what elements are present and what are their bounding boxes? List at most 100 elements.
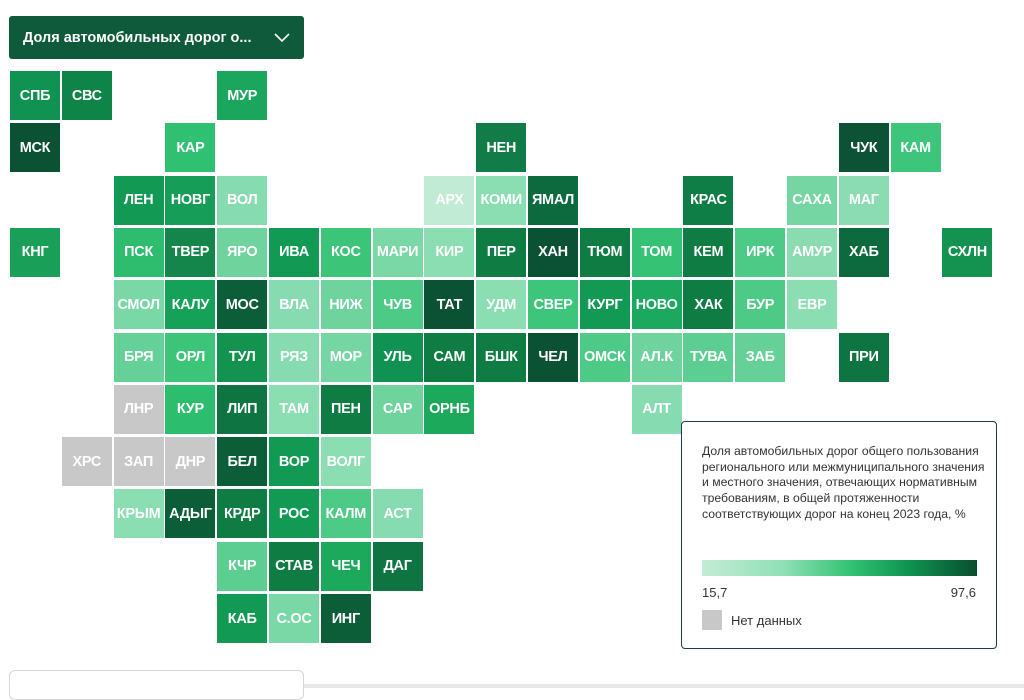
- region-tile[interactable]: ТУЛ: [217, 332, 268, 382]
- region-tile[interactable]: ТВЕР: [165, 227, 216, 277]
- region-tile[interactable]: ЗАП: [113, 437, 164, 487]
- region-tile[interactable]: НИЖ: [320, 280, 371, 330]
- region-tile[interactable]: АЛ.К: [631, 332, 682, 382]
- region-tile[interactable]: СМОЛ: [113, 280, 164, 330]
- region-tile[interactable]: ТОМ: [631, 227, 682, 277]
- region-tile[interactable]: ПЕН: [320, 384, 371, 434]
- region-tile[interactable]: КАМ: [890, 123, 941, 173]
- region-tile[interactable]: САР: [372, 384, 423, 434]
- region-tile[interactable]: МАРИ: [372, 227, 423, 277]
- region-tile[interactable]: РОС: [269, 489, 319, 539]
- region-tile[interactable]: СТАВ: [269, 541, 319, 591]
- region-tile[interactable]: ОРЛ: [165, 332, 216, 382]
- region-tile[interactable]: ЯРО: [217, 227, 268, 277]
- region-tile[interactable]: БШК: [476, 332, 527, 382]
- region-tile[interactable]: ТЮМ: [579, 227, 630, 277]
- region-tile[interactable]: НЕН: [476, 123, 527, 173]
- region-tile[interactable]: УДМ: [476, 280, 527, 330]
- region-tile[interactable]: ДАГ: [372, 541, 423, 591]
- chevron-down-icon: [274, 32, 290, 42]
- indicator-dropdown[interactable]: Доля автомобильных дорог о...: [9, 16, 304, 59]
- region-tile[interactable]: КРЫМ: [113, 489, 164, 539]
- region-tile[interactable]: ИНГ: [320, 594, 371, 643]
- region-tile[interactable]: ПЕР: [476, 227, 527, 277]
- region-tile[interactable]: НОВО: [631, 280, 682, 330]
- region-tile[interactable]: КИР: [424, 227, 475, 277]
- region-tile[interactable]: АДЫГ: [165, 489, 216, 539]
- region-tile[interactable]: УЛЬ: [372, 332, 423, 382]
- region-tile[interactable]: СВС: [61, 71, 112, 120]
- region-tile[interactable]: ПСК: [113, 227, 164, 277]
- region-tile[interactable]: ОРНБ: [424, 384, 475, 434]
- region-tile[interactable]: ДНР: [165, 437, 216, 487]
- region-tile[interactable]: КУРГ: [579, 280, 630, 330]
- region-tile[interactable]: ЧУК: [838, 123, 889, 173]
- legend-panel: Доля автомобильных дорог общего пользова…: [681, 421, 997, 649]
- region-tile[interactable]: САМ: [424, 332, 475, 382]
- region-tile[interactable]: АМУР: [787, 227, 837, 277]
- region-tile[interactable]: ИВА: [269, 227, 319, 277]
- region-tile[interactable]: КУР: [165, 384, 216, 434]
- region-tile[interactable]: ВОЛГ: [320, 437, 371, 487]
- region-tile[interactable]: КОМИ: [476, 175, 527, 225]
- indicator-dropdown-label: Доля автомобильных дорог о...: [23, 29, 252, 46]
- region-tile[interactable]: ВОЛ: [217, 175, 268, 225]
- region-tile[interactable]: ВОР: [269, 437, 319, 487]
- legend-description: Доля автомобильных дорог общего пользова…: [702, 444, 985, 521]
- region-tile[interactable]: САХА: [787, 175, 837, 225]
- region-tile[interactable]: ЧЕЧ: [320, 541, 371, 591]
- region-tile[interactable]: РЯЗ: [269, 332, 319, 382]
- region-tile[interactable]: МОС: [217, 280, 268, 330]
- legend-color-scale: [702, 560, 977, 576]
- region-tile[interactable]: ТАМ: [269, 384, 319, 434]
- region-tile[interactable]: КАБ: [217, 594, 268, 643]
- region-tile[interactable]: МАГ: [838, 175, 889, 225]
- legend-max-value: 97,6: [950, 585, 976, 600]
- region-tile[interactable]: КАЛУ: [165, 280, 216, 330]
- region-tile[interactable]: С.ОС: [269, 594, 319, 643]
- region-tile[interactable]: ТАТ: [424, 280, 475, 330]
- region-tile[interactable]: СВЕР: [528, 280, 578, 330]
- region-tile[interactable]: КОС: [320, 227, 371, 277]
- region-tile[interactable]: ХАБ: [838, 227, 889, 277]
- region-tile[interactable]: СПБ: [10, 71, 60, 120]
- region-tile[interactable]: БУР: [735, 280, 786, 330]
- region-tile[interactable]: ИРК: [735, 227, 786, 277]
- region-tile[interactable]: АСТ: [372, 489, 423, 539]
- region-tile[interactable]: ХРС: [61, 437, 112, 487]
- region-tile[interactable]: ХАН: [528, 227, 578, 277]
- legend-min-value: 15,7: [702, 585, 728, 600]
- region-tile[interactable]: ХАК: [683, 280, 734, 330]
- region-tile[interactable]: ЛИП: [217, 384, 268, 434]
- region-tile[interactable]: ЗАБ: [735, 332, 786, 382]
- secondary-dropdown[interactable]: [9, 670, 304, 700]
- region-tile[interactable]: ЛЕН: [113, 175, 164, 225]
- no-data-swatch: [702, 610, 722, 630]
- region-tile[interactable]: АРХ: [424, 175, 475, 225]
- region-tile[interactable]: КНГ: [10, 227, 60, 277]
- region-tile[interactable]: КЕМ: [683, 227, 734, 277]
- region-tile[interactable]: КАЛМ: [320, 489, 371, 539]
- region-tile[interactable]: ВЛА: [269, 280, 319, 330]
- region-tile[interactable]: ЯМАЛ: [528, 175, 578, 225]
- region-tile[interactable]: ПРИ: [838, 332, 889, 382]
- region-tile[interactable]: ЛНР: [113, 384, 164, 434]
- region-tile[interactable]: МУР: [217, 71, 268, 120]
- region-tile[interactable]: НОВГ: [165, 175, 216, 225]
- region-tile[interactable]: КРАС: [683, 175, 734, 225]
- region-tile[interactable]: СХЛН: [942, 227, 993, 277]
- region-tile[interactable]: МСК: [10, 123, 60, 173]
- region-tile[interactable]: КЧР: [217, 541, 268, 591]
- region-tile[interactable]: БЕЛ: [217, 437, 268, 487]
- region-tile[interactable]: КРДР: [217, 489, 268, 539]
- region-tile[interactable]: БРЯ: [113, 332, 164, 382]
- region-tile[interactable]: АЛТ: [631, 384, 682, 434]
- region-tile[interactable]: КАР: [165, 123, 216, 173]
- region-tile[interactable]: ЧУВ: [372, 280, 423, 330]
- region-tile[interactable]: ЧЕЛ: [528, 332, 578, 382]
- region-tile[interactable]: ЕВР: [787, 280, 837, 330]
- region-tile[interactable]: МОР: [320, 332, 371, 382]
- region-tile[interactable]: ТУВА: [683, 332, 734, 382]
- region-tile[interactable]: ОМСК: [579, 332, 630, 382]
- bottom-divider: [304, 684, 1024, 688]
